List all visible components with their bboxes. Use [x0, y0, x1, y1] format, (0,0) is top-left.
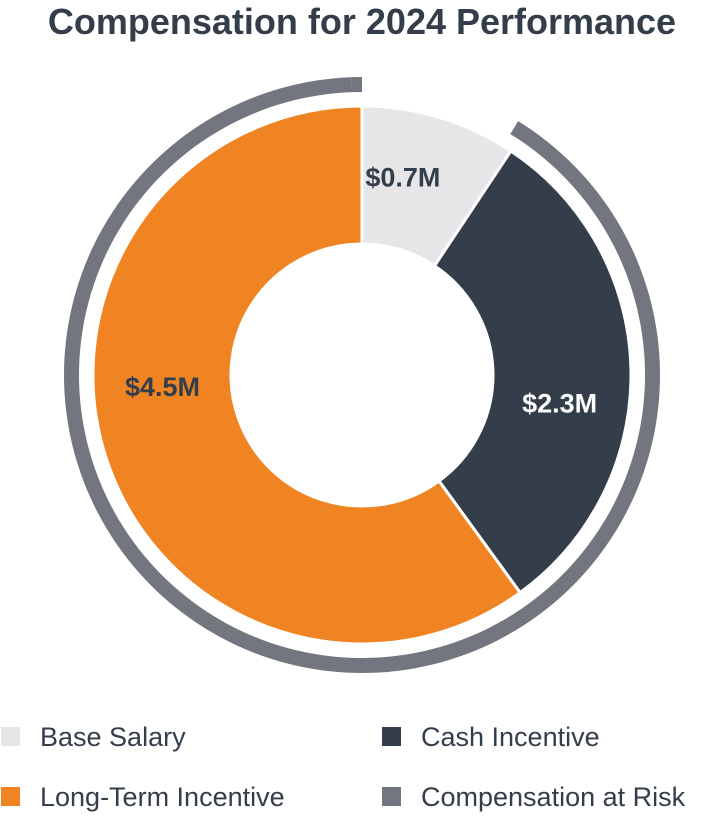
slice-label-base-salary: $0.7M: [365, 162, 440, 192]
legend-label-compensation-at-risk: Compensation at Risk: [421, 782, 686, 812]
slice-label-cash-incentive: $2.3M: [522, 389, 597, 419]
legend-label-cash-incentive: Cash Incentive: [421, 722, 600, 752]
legend-label-base-salary: Base Salary: [40, 722, 186, 752]
slice-cash-incentive: [432, 148, 633, 595]
outer-ring-layer: [64, 77, 660, 674]
risk-ring-segment: [351, 77, 362, 93]
slice-label-long-term-incentive: $4.5M: [125, 372, 200, 402]
slice-label-layer: $0.7M $2.3M $4.5M: [125, 162, 597, 418]
slice-layer: [91, 104, 633, 646]
legend-swatch-cash-incentive: [382, 727, 401, 746]
legend-swatch-long-term-incentive: [1, 787, 20, 806]
legend-label-long-term-incentive: Long-Term Incentive: [40, 782, 285, 812]
slice-long-term-incentive: [91, 104, 523, 646]
chart-title: Compensation for 2024 Performance: [47, 1, 677, 42]
legend-swatch-compensation-at-risk: [382, 787, 401, 806]
legend-swatch-base-salary: [1, 727, 20, 746]
